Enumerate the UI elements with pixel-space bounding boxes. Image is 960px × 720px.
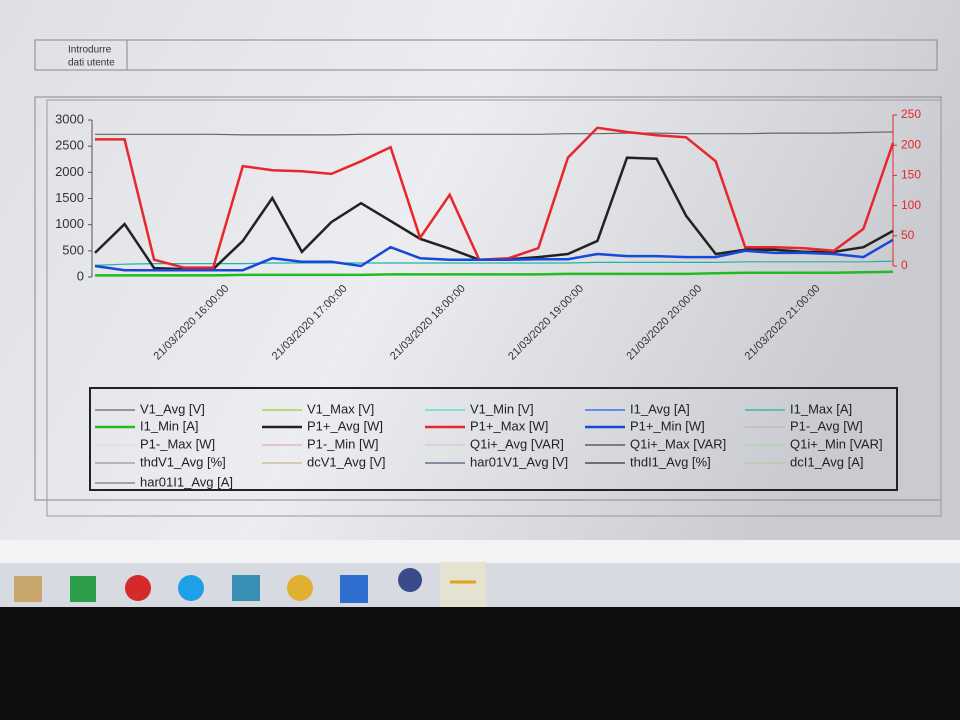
legend-box — [89, 387, 898, 491]
legend-label: Q1i+_Avg [VAR] — [470, 436, 564, 451]
y-tick-label: 1000 — [55, 216, 84, 231]
y-tick-label: 0 — [77, 268, 84, 283]
button-label: dati utente — [68, 58, 115, 69]
y-tick-label: 1500 — [55, 190, 84, 205]
taskbar-icon[interactable] — [70, 576, 96, 602]
y2-tick-label: 50 — [901, 228, 915, 242]
taskbar-icon[interactable] — [178, 575, 204, 601]
series-line — [95, 131, 894, 136]
legend-label: thdV1_Avg [%] — [140, 454, 226, 469]
legend-label: P1-_Max [W] — [140, 436, 215, 451]
legend-label: Q1i+_Max [VAR] — [630, 436, 726, 451]
taskbar-icon[interactable] — [340, 575, 368, 603]
series-line — [94, 260, 894, 266]
taskbar-icon[interactable] — [232, 575, 260, 601]
y-tick-label: 2500 — [55, 138, 84, 153]
input-button[interactable] — [34, 39, 128, 71]
desktop-strip — [0, 540, 960, 564]
button-label: Introdurre — [68, 45, 112, 56]
y-tick-label: 3000 — [55, 111, 84, 126]
legend-label: dcI1_Avg [A] — [790, 454, 863, 469]
legend-label: thdI1_Avg [%] — [630, 454, 711, 469]
taskbar-icon[interactable] — [14, 576, 42, 602]
legend-label: I1_Max [A] — [790, 401, 852, 416]
legend-label: Q1i+_Min [VAR] — [790, 436, 883, 451]
y2-tick-label: 0 — [901, 258, 908, 272]
y2-tick-label: 100 — [901, 198, 921, 212]
legend-label: V1_Min [V] — [470, 401, 534, 416]
legend-label: V1_Avg [V] — [140, 401, 205, 416]
y2-tick-label: 250 — [901, 107, 921, 121]
legend-label: dcV1_Avg [V] — [307, 454, 386, 469]
legend-label: P1+_Avg [W] — [307, 418, 383, 433]
taskbar-icon[interactable] — [125, 575, 151, 601]
window-bg — [0, 0, 960, 560]
series-line — [95, 270, 894, 277]
legend-label: P1-_Avg [W] — [790, 418, 863, 433]
taskbar-icon[interactable] — [398, 568, 422, 592]
legend-label: I1_Min [A] — [140, 418, 199, 433]
bezel — [0, 607, 960, 720]
legend-label: har01V1_Avg [V] — [470, 454, 568, 469]
legend-label: P1+_Max [W] — [470, 418, 548, 433]
y2-tick-label: 150 — [901, 168, 921, 182]
legend-label: V1_Max [V] — [307, 401, 374, 416]
taskbar-icon[interactable] — [287, 575, 313, 601]
series-line — [94, 238, 894, 272]
taskbar-icon-active[interactable] — [440, 562, 486, 607]
y-tick-label: 500 — [62, 242, 84, 257]
legend-label: har01I1_Avg [A] — [140, 474, 233, 489]
y-tick-label: 2000 — [55, 164, 84, 179]
legend-label: I1_Avg [A] — [630, 401, 690, 416]
legend-label: P1-_Min [W] — [307, 436, 379, 451]
y2-tick-label: 200 — [901, 137, 921, 151]
legend-label: P1+_Min [W] — [630, 418, 705, 433]
chart-frame — [46, 99, 942, 517]
